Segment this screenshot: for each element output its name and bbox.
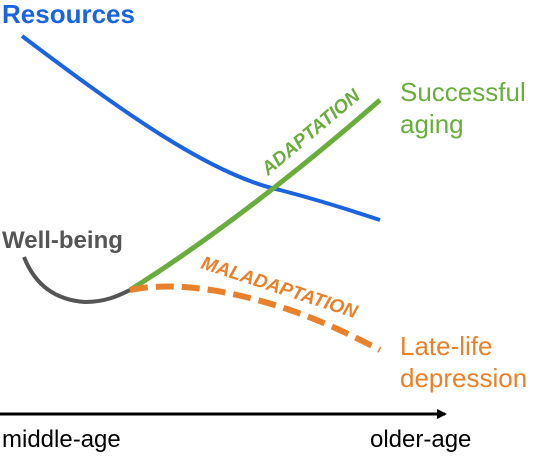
late-life-depression-line1: Late-life bbox=[400, 331, 493, 361]
successful-aging-line2: aging bbox=[400, 109, 464, 139]
maladaptation-label: MALADAPTATION bbox=[198, 253, 361, 324]
maladaptation-curve bbox=[129, 283, 382, 353]
adaptation-curve bbox=[128, 98, 382, 293]
resources-curve bbox=[20, 34, 381, 222]
resources-label: Resources bbox=[2, 0, 135, 29]
middle-age-label: middle-age bbox=[2, 426, 121, 453]
adaptation-label: ADAPTATION bbox=[257, 85, 365, 181]
late-life-depression-line2: depression bbox=[400, 363, 527, 393]
well-being-label: Well-being bbox=[2, 227, 123, 254]
well-being-curve bbox=[22, 256, 131, 305]
successful-aging-line1: Successful bbox=[400, 77, 526, 107]
older-age-label: older-age bbox=[370, 426, 471, 453]
